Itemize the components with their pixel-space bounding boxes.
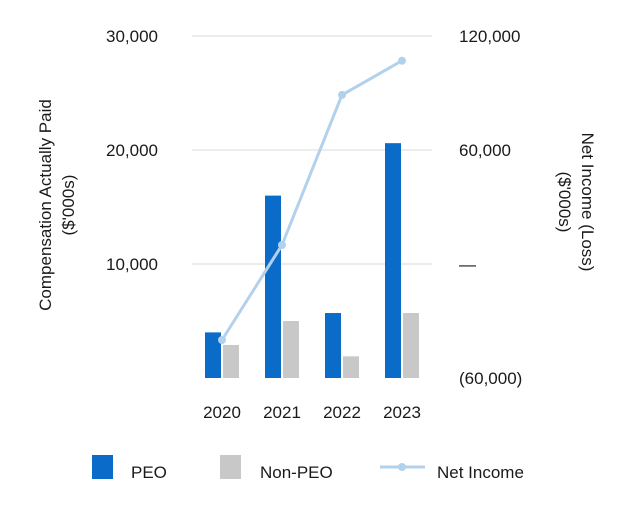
- bar-non-peo-2022: [343, 356, 359, 378]
- right-axis-ticks: (60,000) — 60,000 120,000: [459, 27, 522, 388]
- bar-non-peo-2023: [403, 313, 419, 378]
- bar-peo-2022: [325, 313, 341, 378]
- left-tick-label: 20,000: [106, 141, 158, 160]
- legend-swatch-net-income-marker: [398, 463, 406, 471]
- right-tick-label: 60,000: [459, 141, 511, 160]
- bar-non-peo-2020: [223, 344, 239, 378]
- bar-peo-2021: [265, 195, 281, 378]
- left-axis-ticks: 10,000 20,000 30,000: [106, 27, 158, 274]
- right-tick-label: (60,000): [459, 369, 522, 388]
- net-income-line: [220, 59, 403, 341]
- left-axis-title-line-1: Compensation Actually Paid: [36, 99, 55, 311]
- right-axis-title-line-1: Net Income (Loss): [578, 133, 597, 272]
- x-tick-label: 2021: [263, 403, 301, 422]
- x-axis-ticks: 2020 2021 2022 2023: [203, 403, 421, 422]
- net-income-point-2022: [338, 90, 346, 99]
- right-axis-title-line-2: ($'000s): [555, 172, 574, 233]
- net-income-point-2023: [398, 56, 406, 65]
- right-tick-label: —: [459, 255, 476, 274]
- legend-swatch-non-peo: [220, 455, 241, 479]
- legend: PEO Non-PEO Net Income: [92, 455, 524, 482]
- bar-series: [205, 143, 419, 378]
- legend-label-peo: PEO: [131, 463, 167, 482]
- net-income-point-2021: [278, 241, 286, 249]
- left-tick-label: 10,000: [106, 255, 158, 274]
- bar-peo-2020: [205, 332, 221, 378]
- net-income-line-series: [218, 56, 406, 344]
- right-tick-label: 120,000: [459, 27, 520, 46]
- x-tick-label: 2023: [383, 403, 421, 422]
- legend-label-non-peo: Non-PEO: [260, 463, 333, 482]
- left-axis-title-line-2: ($'000s): [59, 175, 78, 236]
- legend-swatch-peo: [92, 455, 113, 479]
- net-income-point-2020: [218, 336, 226, 344]
- left-tick-label: 30,000: [106, 27, 158, 46]
- bar-peo-2023: [385, 143, 401, 378]
- x-tick-label: 2020: [203, 403, 241, 422]
- legend-label-net-income: Net Income: [437, 463, 524, 482]
- x-tick-label: 2022: [323, 403, 361, 422]
- bar-non-peo-2021: [283, 321, 299, 378]
